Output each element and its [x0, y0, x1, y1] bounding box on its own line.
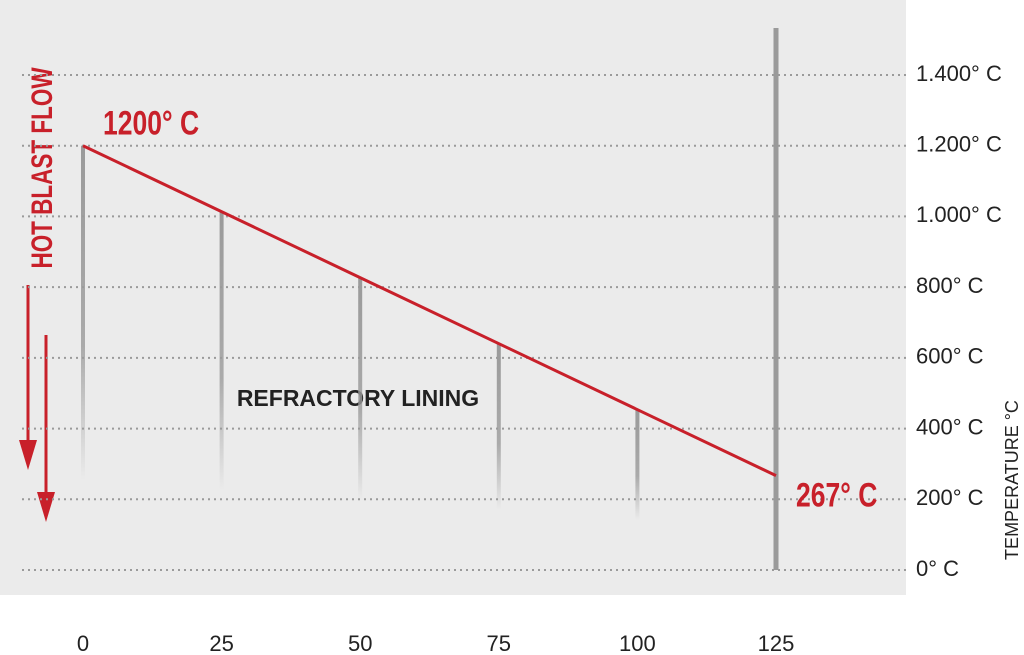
drop-line	[358, 277, 363, 500]
x-tick-label: 25	[209, 631, 233, 655]
y-tick-label: 400° C	[916, 414, 984, 439]
x-tick-label: 100	[619, 631, 656, 655]
value-label: 1200° C	[103, 105, 199, 143]
y-tick-label: 200° C	[916, 485, 984, 510]
temperature-line	[82, 144, 777, 477]
x-tick-label: 50	[348, 631, 372, 655]
drop-line	[635, 409, 640, 520]
y-tick-label: 1.400° C	[916, 61, 1002, 86]
y-tick-label: 0° C	[916, 556, 959, 581]
x-tick-label: 125	[758, 631, 795, 655]
y-tick-label: 1.200° C	[916, 132, 1002, 157]
y-tick-label: 1.000° C	[916, 202, 1002, 227]
flow-arrows	[19, 285, 55, 522]
x-tick-label: 0	[77, 631, 89, 655]
drop-line	[496, 343, 501, 510]
y-axis-label: TEMPERATURE °C	[1002, 400, 1022, 560]
value-label: 267° C	[796, 476, 877, 514]
y-tick-label: 600° C	[916, 344, 984, 369]
drop-line	[81, 145, 85, 480]
plot-background	[0, 0, 906, 595]
lining-label: REFRACTORY LINING	[237, 385, 479, 411]
drop-line	[219, 211, 224, 490]
y-tick-label: 800° C	[916, 273, 984, 298]
flow-label: HOT BLAST FLOW	[25, 67, 59, 268]
x-tick-label: 75	[487, 631, 511, 655]
